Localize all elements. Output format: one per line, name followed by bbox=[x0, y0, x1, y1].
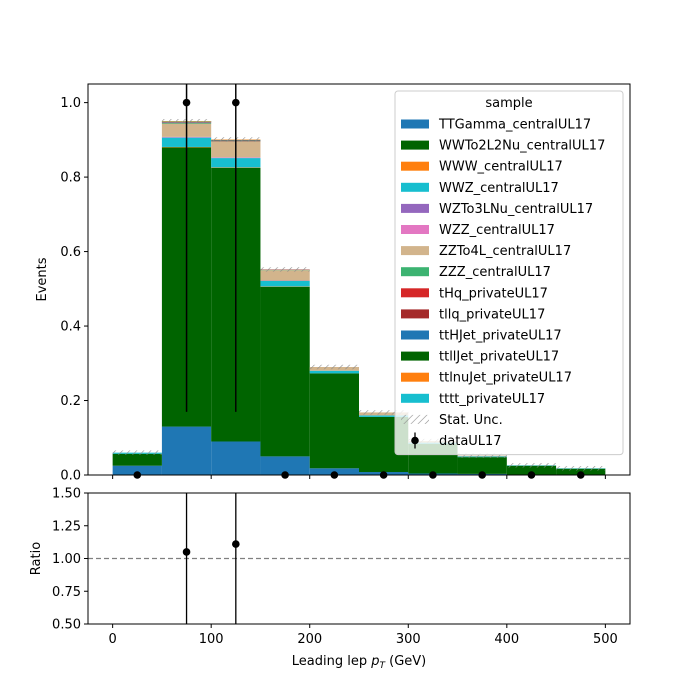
legend-label-ttHJet_privateUL17: ttHJet_privateUL17 bbox=[439, 329, 562, 344]
legend-swatch-ZZZ_centralUL17 bbox=[401, 267, 429, 277]
legend-swatch-ZZTo4L_centralUL17 bbox=[401, 246, 429, 256]
main-ytick-label-1: 0.2 bbox=[60, 394, 81, 409]
ratio-points bbox=[182, 493, 240, 624]
main-ytick-label-0: 0.0 bbox=[60, 469, 81, 484]
bar-TTGamma_centralUL17-bin-3 bbox=[260, 456, 310, 475]
x-tick-label-2: 200 bbox=[297, 632, 322, 647]
legend-swatch-WZTo3LNu_centralUL17 bbox=[401, 203, 429, 213]
ratio-ytick-label-4: 1.50 bbox=[52, 487, 81, 502]
ratio-point-0 bbox=[182, 548, 191, 556]
legend-label-dataUL17: dataUL17 bbox=[439, 434, 502, 449]
bar-WWTo2L2Nu_centralUL17-bin-0 bbox=[112, 453, 162, 466]
legend-swatch-ttllJet_privateUL17 bbox=[401, 351, 429, 361]
main-ytick-label-2: 0.4 bbox=[60, 320, 81, 335]
legend-label-ZZTo4L_centralUL17: ZZTo4L_centralUL17 bbox=[439, 244, 571, 259]
x-tick-label-5: 500 bbox=[593, 632, 618, 647]
data-point-1 bbox=[182, 98, 191, 107]
bar-TTGamma_centralUL17-bin-0 bbox=[112, 465, 162, 475]
stat-unc-bin-7 bbox=[457, 453, 507, 458]
legend-swatch-ttHJet_privateUL17 bbox=[401, 330, 429, 340]
legend-swatch-WWTo2L2Nu_centralUL17 bbox=[401, 140, 429, 150]
legend-label-tttt_privateUL17: tttt_privateUL17 bbox=[439, 392, 545, 407]
x-tick-label-3: 300 bbox=[396, 632, 421, 647]
bar-TTGamma_centralUL17-bin-2 bbox=[211, 441, 261, 475]
stat-unc-bin-4 bbox=[309, 364, 359, 370]
x-tick-label-4: 400 bbox=[494, 632, 519, 647]
main-ytick-label-5: 1.0 bbox=[60, 96, 81, 111]
x-axis-label-unit: (GeV) bbox=[385, 654, 426, 669]
ratio-point-1 bbox=[232, 540, 240, 548]
legend-label-ZZZ_centralUL17: ZZZ_centralUL17 bbox=[439, 265, 551, 280]
ratio-x-axis: 0 100 200 300 400 500 bbox=[108, 624, 618, 647]
legend-label-ttlnuJet_privateUL17: ttlnuJet_privateUL17 bbox=[439, 371, 572, 386]
stacked-histogram bbox=[112, 121, 606, 475]
legend: sample TTGamma_centralUL17 WWTo2L2Nu_cent… bbox=[394, 90, 624, 456]
stat-unc-bin-9 bbox=[556, 466, 606, 471]
legend-label-tHq_privateUL17: tHq_privateUL17 bbox=[439, 286, 548, 301]
legend-label-TTGamma_centralUL17: TTGamma_centralUL17 bbox=[438, 118, 591, 133]
x-axis-label-main: Leading lep bbox=[292, 654, 371, 669]
x-axis-label: Leading lep pT (GeV) bbox=[292, 654, 426, 671]
ratio-y-axis-label: Ratio bbox=[29, 542, 44, 575]
bar-WWTo2L2Nu_centralUL17-bin-3 bbox=[260, 286, 310, 457]
legend-label-WWW_centralUL17: WWW_centralUL17 bbox=[439, 160, 563, 175]
bar-WWTo2L2Nu_centralUL17-bin-7 bbox=[457, 457, 507, 474]
bar-WWZ_centralUL17-bin-5 bbox=[359, 415, 409, 417]
bar-WWTo2L2Nu_centralUL17-bin-4 bbox=[309, 373, 359, 469]
main-ytick-label-4: 0.8 bbox=[60, 171, 81, 186]
bar-WWTo2L2Nu_centralUL17-bin-8 bbox=[506, 465, 557, 475]
bar-WWZ_centralUL17-bin-4 bbox=[309, 370, 359, 374]
ratio-ytick-label-3: 1.25 bbox=[52, 519, 81, 534]
legend-swatch-ttlnuJet_privateUL17 bbox=[401, 372, 429, 382]
x-axis-label-subscript: T bbox=[379, 661, 386, 671]
main-x-ticks bbox=[112, 475, 606, 479]
legend-label-Stat. Unc.: Stat. Unc. bbox=[439, 413, 503, 428]
main-y-axis: 0.0 0.2 0.4 0.6 0.8 1.0 bbox=[60, 96, 88, 484]
legend-swatch-WWZ_centralUL17 bbox=[401, 182, 429, 192]
legend-swatch-tHq_privateUL17 bbox=[401, 288, 429, 298]
stat-unc-bin-5 bbox=[359, 410, 409, 415]
bar-WWZ_centralUL17-bin-3 bbox=[260, 280, 310, 287]
legend-swatch-tttt_privateUL17 bbox=[401, 393, 429, 403]
data-point-2 bbox=[232, 98, 240, 107]
x-axis-label-symbol: p bbox=[370, 654, 379, 669]
ratio-ytick-label-0: 0.50 bbox=[52, 618, 81, 633]
legend-title: sample bbox=[485, 96, 532, 111]
x-tick-label-0: 0 bbox=[108, 632, 116, 647]
bar-TTGamma_centralUL17-bin-1 bbox=[161, 426, 212, 475]
legend-label-WZZ_centralUL17: WZZ_centralUL17 bbox=[439, 223, 555, 238]
legend-swatch-stat-unc bbox=[401, 414, 429, 424]
main-plot-frame bbox=[87, 83, 631, 476]
ratio-y-axis: 0.50 0.75 1.00 1.25 1.50 bbox=[52, 487, 88, 633]
legend-label-ttllJet_privateUL17: ttllJet_privateUL17 bbox=[439, 350, 559, 365]
legend-items: TTGamma_centralUL17 WWTo2L2Nu_centralUL17… bbox=[401, 118, 605, 449]
data-points bbox=[133, 84, 585, 479]
legend-label-WWTo2L2Nu_centralUL17: WWTo2L2Nu_centralUL17 bbox=[439, 139, 605, 154]
legend-swatch-WWW_centralUL17 bbox=[401, 161, 429, 171]
legend-swatch-WZZ_centralUL17 bbox=[401, 225, 429, 234]
legend-box bbox=[394, 90, 624, 456]
ratio-ytick-label-2: 1.00 bbox=[52, 552, 81, 567]
main-ytick-label-3: 0.6 bbox=[60, 245, 81, 260]
legend-label-WWZ_centralUL17: WWZ_centralUL17 bbox=[439, 181, 559, 196]
legend-swatch-tllq_privateUL17 bbox=[401, 309, 429, 319]
stat-unc-bin-0 bbox=[112, 450, 162, 455]
bar-ZZTo4L_centralUL17-bin-3 bbox=[260, 270, 310, 281]
legend-swatch-TTGamma_centralUL17 bbox=[401, 119, 429, 129]
x-tick-label-1: 100 bbox=[199, 632, 224, 647]
stat-unc-bin-8 bbox=[506, 463, 557, 468]
ratio-ytick-label-1: 0.75 bbox=[52, 585, 81, 600]
stat-unc-bin-3 bbox=[260, 267, 310, 272]
legend-label-tllq_privateUL17: tllq_privateUL17 bbox=[439, 307, 545, 322]
legend-data-marker bbox=[411, 436, 419, 445]
legend-label-WZTo3LNu_centralUL17: WZTo3LNu_centralUL17 bbox=[439, 202, 593, 217]
main-y-axis-label: Events bbox=[35, 257, 50, 301]
